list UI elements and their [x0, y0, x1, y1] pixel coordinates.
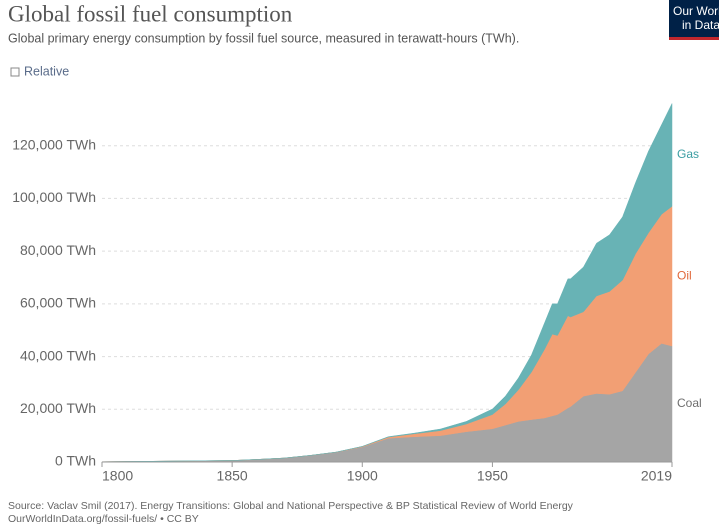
x-tick-label: 1850 — [217, 468, 248, 484]
logo-text: Our World — [673, 4, 719, 18]
x-tick-label: 1900 — [347, 468, 378, 484]
series-label: Coal — [677, 396, 702, 410]
source: Source: Vaclav Smil (2017). Energy Trans… — [8, 500, 574, 512]
series-label: Oil — [677, 268, 692, 282]
logo-text: in Data — [682, 18, 719, 32]
y-tick-label: 20,000 TWh — [20, 400, 96, 416]
chart-title: Global fossil fuel consumption — [8, 1, 293, 26]
chart-subtitle: Global primary energy consumption by fos… — [8, 31, 519, 45]
y-tick-label: 80,000 TWh — [20, 242, 96, 258]
x-tick-label: 1950 — [477, 468, 508, 484]
x-tick-label: 1800 — [102, 468, 133, 484]
y-tick-label: 40,000 TWh — [20, 347, 96, 363]
toggle-label[interactable]: Relative — [24, 64, 69, 78]
logo-bar — [669, 37, 719, 40]
checkbox[interactable] — [10, 67, 20, 77]
source-url: OurWorldInData.org/fossil-fuels/ • CC BY — [8, 513, 199, 525]
series-label: Gas — [677, 147, 699, 161]
y-tick-label: 60,000 TWh — [20, 295, 96, 311]
y-tick-label: 0 TWh — [55, 453, 96, 469]
logo[interactable] — [669, 0, 719, 37]
x-tick-label: 2019 — [641, 468, 672, 484]
area — [101, 103, 673, 462]
y-tick-label: 120,000 TWh — [12, 136, 96, 152]
y-tick-label: 100,000 TWh — [12, 189, 96, 205]
